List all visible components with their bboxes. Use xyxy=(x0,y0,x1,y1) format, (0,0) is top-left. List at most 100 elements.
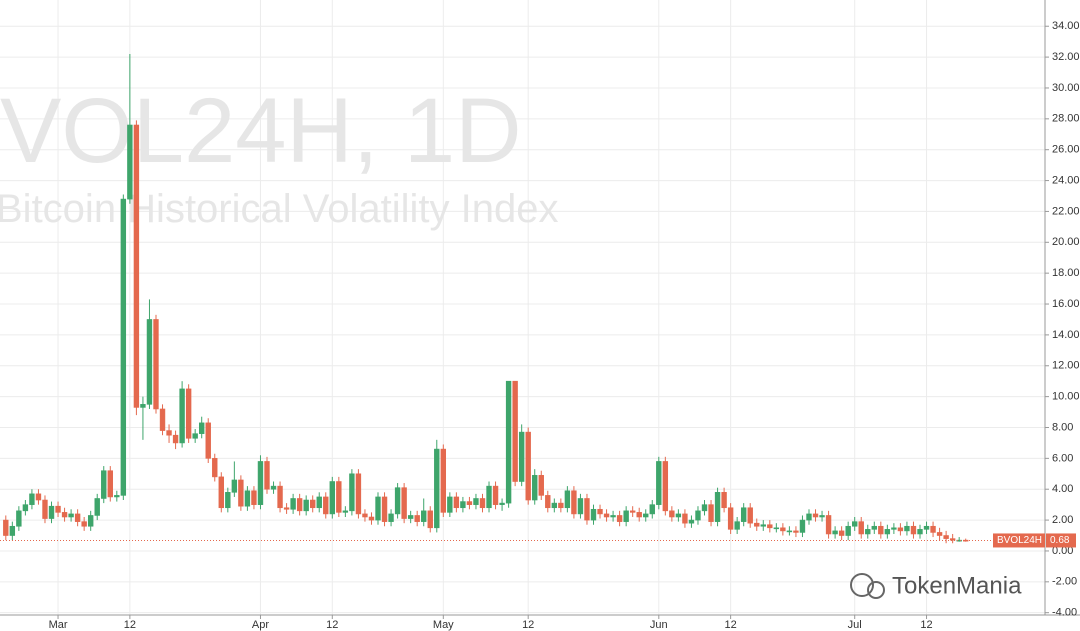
candle-body xyxy=(94,498,100,516)
candle-body xyxy=(897,527,904,532)
candle-body xyxy=(3,519,9,536)
candle-body xyxy=(199,422,205,434)
candle-body xyxy=(943,535,949,539)
candle-body xyxy=(590,508,597,521)
candle-body xyxy=(473,498,479,505)
candle-body xyxy=(532,475,538,501)
y-tick-label: 24.00 xyxy=(1052,174,1080,186)
candle-body xyxy=(407,515,414,519)
y-tick-label: 10.00 xyxy=(1052,391,1080,403)
candle-body xyxy=(127,124,133,200)
candle-body xyxy=(499,502,505,505)
candle-body xyxy=(388,513,394,522)
y-tick-label: 20.00 xyxy=(1052,236,1080,248)
y-tick-label: 2.00 xyxy=(1052,514,1073,526)
grid xyxy=(0,0,1045,615)
candle-body xyxy=(793,530,799,533)
x-tick-label: 12 xyxy=(326,619,338,631)
candle-body xyxy=(342,510,349,513)
candle-body xyxy=(832,530,838,535)
candle-body xyxy=(636,512,642,518)
candle-body xyxy=(786,530,793,533)
candle-body xyxy=(153,319,159,410)
candle-body xyxy=(910,525,917,535)
candle-body xyxy=(244,490,251,507)
candle-body xyxy=(486,485,492,509)
candle-body xyxy=(414,515,420,522)
candle-body xyxy=(375,496,381,521)
candle-body xyxy=(721,492,727,509)
candle-body xyxy=(963,539,969,542)
candle-body xyxy=(923,525,930,530)
candle-body xyxy=(695,510,701,521)
candle-body xyxy=(727,507,734,530)
x-tick-label: 12 xyxy=(920,619,932,631)
candle-body xyxy=(87,515,94,527)
x-tick-label: Apr xyxy=(252,619,269,631)
candle-body xyxy=(845,525,851,536)
candle-body xyxy=(55,505,61,513)
candle-body xyxy=(81,521,87,527)
candle-body xyxy=(277,485,283,509)
candle-body xyxy=(35,493,42,501)
last-value: 0.68 xyxy=(1050,535,1070,546)
candle-body xyxy=(9,525,16,536)
candle-body xyxy=(512,380,518,482)
candle-body xyxy=(603,513,610,518)
candle-body xyxy=(740,507,747,522)
y-tick-label: 0.00 xyxy=(1052,545,1073,557)
candle-body xyxy=(688,519,695,524)
candle-body xyxy=(825,515,832,535)
candle-body xyxy=(29,493,35,505)
candles xyxy=(0,54,1045,544)
candle-body xyxy=(577,498,584,515)
candle-body xyxy=(643,513,649,518)
candle-body xyxy=(571,490,577,515)
candle-body xyxy=(518,431,525,482)
last-label: BVOL24H xyxy=(997,535,1042,546)
y-tick-label: 12.00 xyxy=(1052,360,1080,372)
candle-body xyxy=(558,502,564,509)
y-tick-label: 6.00 xyxy=(1052,452,1073,464)
candle-body xyxy=(120,198,127,496)
y-tick-label: 18.00 xyxy=(1052,267,1080,279)
candle-body xyxy=(466,501,473,505)
candle-body xyxy=(283,507,290,510)
candle-body xyxy=(101,470,107,499)
candle-body xyxy=(656,461,662,505)
candle-body xyxy=(185,388,192,439)
y-tick-label: 4.00 xyxy=(1052,483,1073,495)
candle-body xyxy=(871,525,877,530)
y-tick-label: 8.00 xyxy=(1052,421,1073,433)
candle-body xyxy=(133,124,140,408)
candle-body xyxy=(172,434,179,444)
candle-body xyxy=(303,499,309,512)
candle-body xyxy=(819,515,825,518)
x-tick-label: Mar xyxy=(49,619,68,631)
last-value-box xyxy=(1046,533,1076,548)
candle-body xyxy=(649,504,655,515)
y-tick-label: 14.00 xyxy=(1052,329,1080,341)
candle-body xyxy=(767,524,773,529)
candle-body xyxy=(74,513,81,522)
candle-body xyxy=(316,496,322,509)
candle-body xyxy=(610,515,616,518)
candle-body xyxy=(878,525,884,535)
x-tick-label: 12 xyxy=(522,619,534,631)
candle-body xyxy=(858,521,864,535)
candle-body xyxy=(734,521,740,530)
last-label-box xyxy=(993,533,1045,548)
candle-body xyxy=(884,529,891,535)
logo: TokenMania xyxy=(850,572,1022,599)
candle-body xyxy=(159,408,166,431)
candle-body xyxy=(440,448,447,513)
candle-body xyxy=(629,510,636,513)
candle-body xyxy=(270,485,277,490)
candle-body xyxy=(421,510,427,522)
logo-icon xyxy=(867,581,885,599)
x-tick-label: Jun xyxy=(650,619,668,631)
candle-body xyxy=(460,501,466,509)
y-tick-label: 28.00 xyxy=(1052,113,1080,125)
x-tick-label: 12 xyxy=(725,619,737,631)
